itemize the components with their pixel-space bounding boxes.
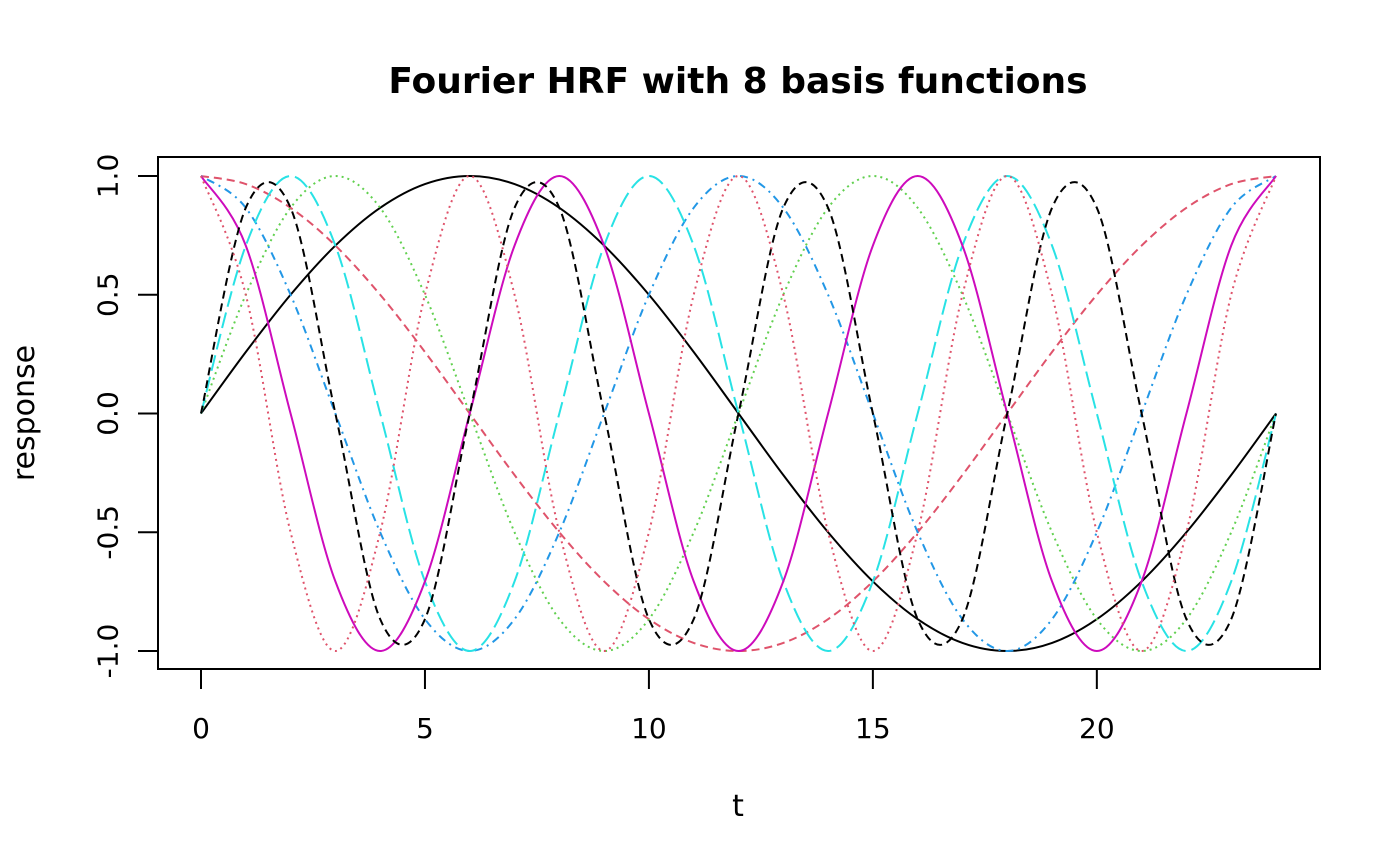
x-tick-label: 5 (416, 712, 434, 745)
y-axis-label: response (7, 345, 42, 481)
y-tick-label: -0.5 (92, 505, 125, 560)
series-line-2 (200, 175, 1277, 653)
y-tick-label: 0.5 (92, 272, 125, 317)
x-tick-label: 10 (631, 712, 667, 745)
x-tick-label: 20 (1079, 712, 1115, 745)
y-tick-label: -1.0 (92, 624, 125, 679)
series-line-6 (200, 174, 1277, 653)
y-axis: -1.0 -0.5 0.0 0.5 1.0 (92, 154, 159, 679)
series-line-7 (200, 181, 1277, 646)
chart-title: Fourier HRF with 8 basis functions (388, 61, 1087, 102)
x-tick-label: 0 (192, 712, 210, 745)
y-tick-label: 0.0 (92, 391, 125, 436)
x-axis: 0 5 10 15 20 (192, 668, 1115, 745)
series-line-5 (200, 174, 1277, 653)
series-layer (200, 174, 1277, 653)
x-axis-label: t (732, 789, 744, 824)
series-line-4 (200, 174, 1277, 653)
y-tick-label: 1.0 (92, 154, 125, 199)
x-tick-label: 15 (855, 712, 891, 745)
